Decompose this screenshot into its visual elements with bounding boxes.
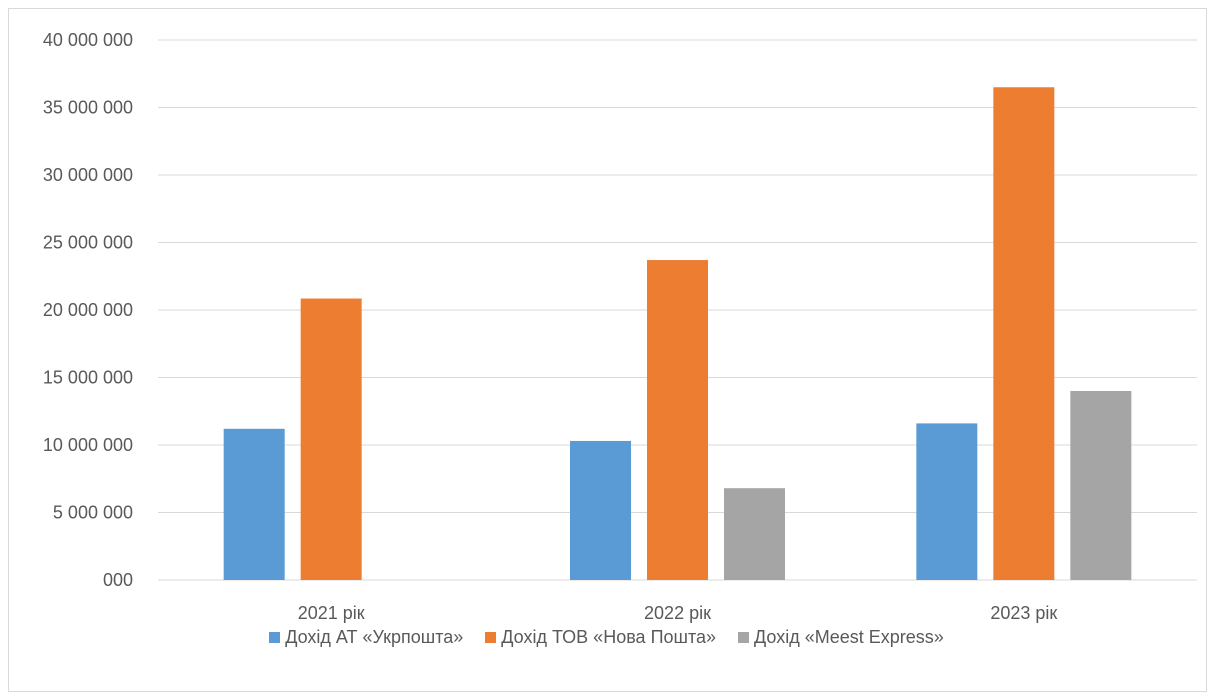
legend-item-nova-poshta: Дохід ТОВ «Нова Пошта» — [485, 627, 716, 648]
bar-meest-express-1 — [724, 488, 785, 580]
bar-ukrposhta-0 — [223, 428, 285, 580]
legend-swatch-meest-express — [738, 631, 750, 643]
bar-nova-poshta-0 — [300, 298, 362, 580]
y-tick-label: 000 — [103, 570, 133, 590]
bars — [223, 87, 1132, 580]
legend-swatch-nova-poshta — [485, 631, 497, 643]
bar-nova-poshta-2 — [993, 87, 1055, 580]
y-tick-label: 25 000 000 — [43, 233, 133, 253]
bar-ukrposhta-1 — [570, 440, 631, 580]
y-axis-tick-labels: 000 5 000 000 10 000 000 15 000 000 20 000 0… — [43, 30, 133, 590]
legend-label-ukrposhta: Дохід АТ «Укрпошта» — [285, 626, 464, 647]
legend-label-meest-express: Дохід «Meest Express» — [754, 626, 944, 647]
y-tick-label: 40 000 000 — [43, 30, 133, 50]
bar-meest-express-2 — [1070, 391, 1132, 580]
x-tick-label: 2023 рік — [990, 603, 1057, 623]
legend-swatch-ukrposhta — [269, 631, 281, 643]
legend-item-ukrposhta: Дохід АТ «Укрпошта» — [269, 627, 463, 648]
y-tick-label: 10 000 000 — [43, 435, 133, 455]
bar-ukrposhta-2 — [916, 423, 978, 580]
y-tick-label: 30 000 000 — [43, 165, 133, 185]
y-tick-label: 20 000 000 — [43, 300, 133, 320]
bar-nova-poshta-1 — [647, 260, 708, 580]
legend-item-meest-express: Дохід «Meest Express» — [738, 627, 944, 648]
legend-label-nova-poshta: Дохід ТОВ «Нова Пошта» — [501, 626, 717, 647]
x-axis-tick-labels: 2021 рік 2022 рік 2023 рік — [298, 603, 1058, 623]
y-tick-label: 15 000 000 — [43, 368, 133, 388]
y-tick-label: 5 000 000 — [53, 503, 133, 523]
x-tick-label: 2021 рік — [298, 603, 365, 623]
x-tick-label: 2022 рік — [644, 603, 711, 623]
y-tick-label: 35 000 000 — [43, 98, 133, 118]
legend: Дохід АТ «Укрпошта» Дохід ТОВ «Нова Пошт… — [0, 622, 1213, 652]
